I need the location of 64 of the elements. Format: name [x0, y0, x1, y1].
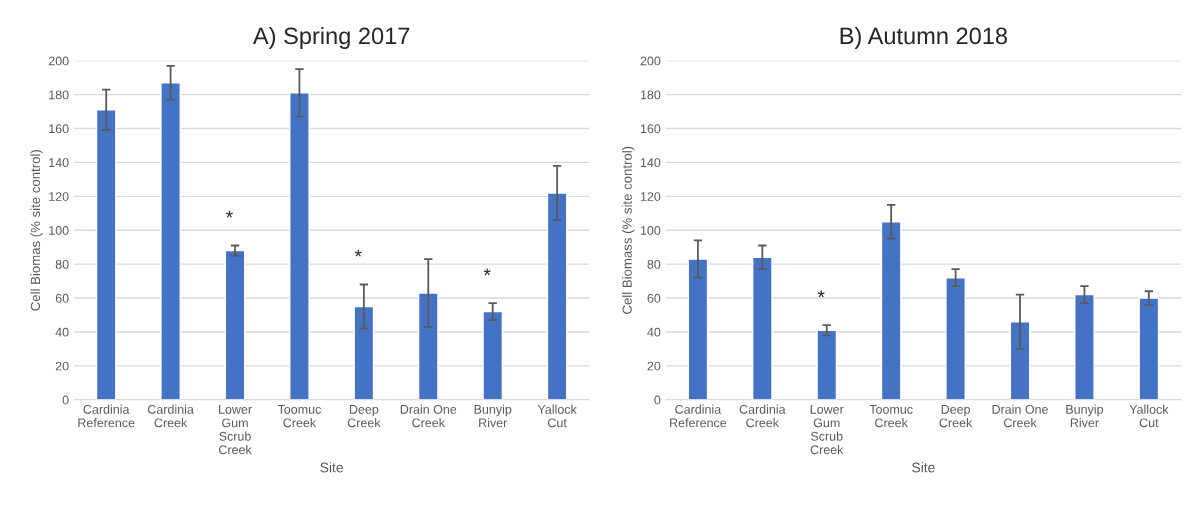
y-tick-label: 0 — [654, 395, 661, 405]
x-tick-label: Drain One Creek — [400, 404, 457, 428]
y-tick-label: 120 — [640, 192, 661, 201]
bar — [353, 305, 375, 400]
x-tick-label: Cardinia Reference — [670, 404, 727, 428]
x-tick-label: Deep Creek — [347, 405, 381, 428]
bar — [417, 292, 439, 400]
x-tick-label: Yallock Cut — [1129, 404, 1169, 428]
y-tick-label: 200 — [640, 56, 661, 66]
bar — [816, 329, 838, 400]
x-tick-label: Lower Gum Scrub Creek — [218, 405, 252, 455]
chart-title: B) Autumn 2018 — [840, 26, 1008, 49]
y-tick-label: 160 — [49, 124, 69, 134]
x-axis-title: Site — [320, 462, 343, 473]
x-tick-label: Toomuc Creek — [869, 405, 913, 428]
bar — [289, 92, 310, 400]
y-tick-label: 180 — [640, 90, 661, 100]
x-tick-label: Bunyip River — [474, 404, 512, 428]
y-tick-label: 180 — [49, 90, 69, 100]
bar — [687, 258, 709, 400]
bar — [1074, 293, 1095, 400]
x-tick-label: Drain One Creek — [992, 404, 1048, 428]
bar — [95, 109, 117, 400]
bar — [546, 192, 568, 400]
y-tick-label: 140 — [640, 158, 661, 168]
y-tick-label: 100 — [640, 226, 661, 235]
y-tick-label: 80 — [55, 259, 69, 269]
y-tick-label: 60 — [647, 293, 661, 303]
chart-title: A) Spring 2017 — [252, 26, 410, 49]
bar — [482, 310, 504, 400]
y-tick-label: 200 — [48, 56, 69, 66]
y-tick-label: 20 — [647, 361, 661, 371]
x-tick-label: Deep Creek — [939, 405, 973, 428]
y-tick-label: 60 — [55, 293, 69, 303]
y-tick-label: 0 — [62, 395, 69, 405]
y-axis-title: Cell Biomass (% site control) — [622, 146, 635, 314]
y-tick-label: 120 — [49, 192, 69, 201]
bar — [945, 276, 966, 400]
y-tick-label: 140 — [49, 158, 69, 168]
data-label: * — [225, 210, 233, 218]
bar — [751, 256, 773, 400]
data-label: * — [483, 268, 491, 276]
x-tick-label: Cardinia Reference — [78, 404, 135, 428]
x-tick-label: Bunyip River — [1066, 404, 1104, 428]
y-tick-label: 40 — [647, 327, 661, 337]
x-tick-label: Lower Gum Scrub Creek — [810, 405, 844, 455]
x-tick-label: Yallock Cut — [537, 404, 577, 428]
x-axis-title: Site — [912, 462, 935, 473]
bar — [160, 82, 181, 400]
data-label: * — [817, 290, 825, 298]
y-tick-label: 100 — [49, 226, 69, 235]
y-axis-title: Cell Biomas (% site control) — [30, 150, 43, 311]
data-label: * — [354, 249, 362, 257]
y-tick-label: 160 — [640, 124, 661, 134]
bar — [224, 249, 246, 400]
bar — [1138, 297, 1160, 400]
bar — [880, 221, 902, 400]
x-tick-label: Cardinia Creek — [147, 404, 194, 428]
y-tick-label: 40 — [55, 327, 69, 337]
y-tick-label: 80 — [647, 259, 661, 269]
y-tick-label: 20 — [55, 361, 69, 371]
bar — [1009, 321, 1031, 400]
x-tick-label: Cardinia Creek — [739, 404, 786, 428]
x-tick-label: Toomuc Creek — [277, 405, 321, 428]
